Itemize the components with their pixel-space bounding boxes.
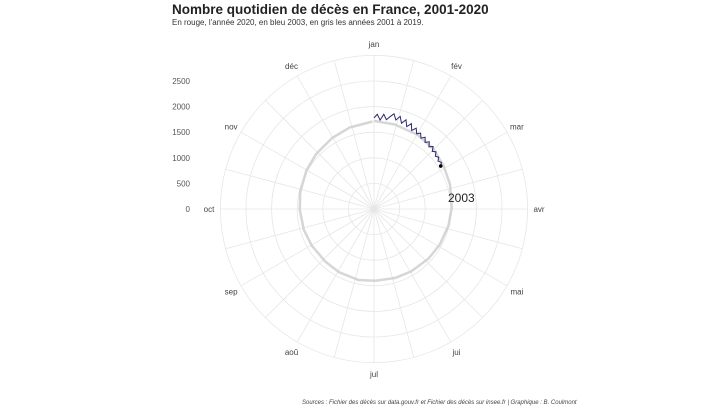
radial-tick-label: 500 — [177, 179, 191, 188]
source-caption: Sources : Fichier des décès sur data.gou… — [302, 400, 577, 406]
radial-tick-label: 2000 — [172, 103, 190, 112]
radial-tick-label: 1500 — [172, 128, 190, 137]
radial-tick-label: 2500 — [172, 77, 190, 86]
month-label: mar — [510, 123, 524, 132]
grid — [219, 54, 529, 364]
month-label: mai — [510, 288, 523, 297]
grid-spoke — [373, 168, 523, 210]
month-label: aoû — [285, 348, 298, 357]
series-lines — [298, 112, 454, 282]
grid-spoke — [333, 208, 375, 358]
radial-tick-label: 0 — [186, 205, 191, 214]
grid-spoke — [240, 208, 375, 287]
annotation-2003: 2003 — [448, 191, 475, 205]
grid-spoke — [373, 208, 452, 343]
grid-spoke — [373, 208, 508, 287]
month-label: jui — [451, 348, 460, 357]
grid-spoke — [373, 208, 415, 358]
series-line-2001-2019 — [298, 119, 454, 282]
grid-spoke — [265, 208, 375, 318]
grid-spoke — [373, 100, 483, 210]
grid-spoke — [333, 60, 375, 210]
radial-tick-labels: 0 500 1000 1500 2000 2500 — [172, 77, 190, 214]
month-label: fév — [451, 62, 462, 71]
month-label: déc — [285, 62, 298, 71]
series-endpoint — [438, 164, 443, 168]
month-labels: jan fév mar avr mai jui jul aoû sep oct nov déc — [204, 40, 545, 379]
grid-spoke — [225, 208, 375, 250]
chart-subtitle: En rouge, l'année 2020, en bleu 2003, en… — [172, 18, 424, 27]
grid-spoke — [296, 208, 375, 343]
month-label: nov — [225, 123, 238, 132]
radial-tick-label: 1000 — [172, 154, 190, 163]
grid-spoke — [373, 75, 452, 210]
grid-spoke — [265, 100, 375, 210]
chart-title: Nombre quotidien de décès en France, 200… — [172, 2, 489, 17]
grid-spoke — [296, 75, 375, 210]
month-label: oct — [204, 205, 215, 214]
month-label: sep — [225, 288, 238, 297]
grid-spoke — [373, 60, 415, 210]
grid-spoke — [373, 131, 508, 210]
month-label: jan — [368, 40, 380, 49]
grid-spoke — [373, 208, 483, 318]
month-label: jul — [369, 370, 378, 379]
series-line-2003 — [373, 112, 442, 167]
month-label: avr — [533, 205, 544, 214]
